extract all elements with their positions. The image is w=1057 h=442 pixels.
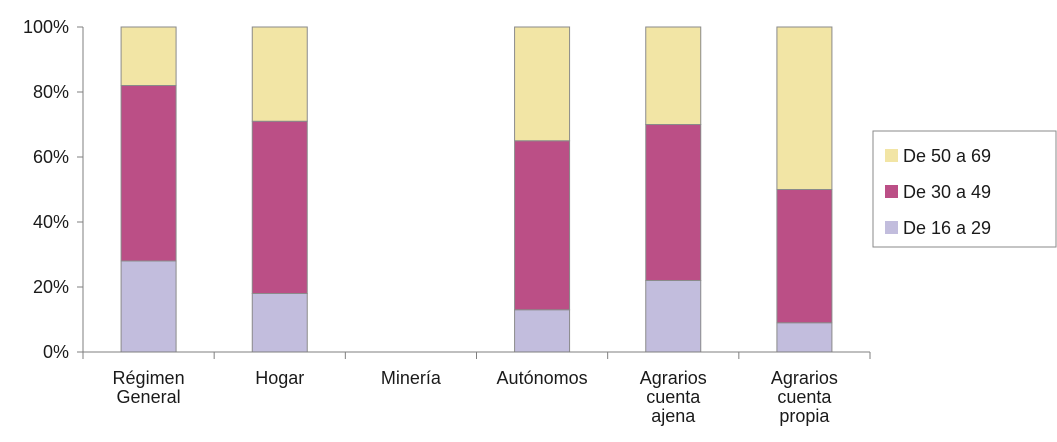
- bar-segment: [645, 26, 702, 125]
- bars-layer: [120, 26, 833, 353]
- legend-box: [872, 130, 1057, 248]
- y-tick-label: 60%: [33, 147, 69, 167]
- legend-swatch: [885, 185, 898, 198]
- legend-label: De 30 a 49: [903, 182, 991, 202]
- category-label: Minería: [381, 368, 442, 388]
- legend-swatch: [885, 149, 898, 162]
- bar-segment: [776, 26, 833, 190]
- bar-segment: [514, 26, 571, 142]
- axis-layer: 0% 20% 40% 60% 80% 100% Régimen General Hogar Min…: [23, 17, 871, 426]
- bar-segment: [514, 140, 571, 311]
- bar-segment: [120, 26, 177, 86]
- bar-segment: [251, 293, 308, 353]
- category-label: Agrarios cuenta propia: [771, 368, 838, 426]
- legend-label: De 16 a 29: [903, 218, 991, 238]
- y-tick-label: 100%: [23, 17, 69, 37]
- bar-segment: [120, 85, 177, 262]
- legend-label: De 50 a 69: [903, 146, 991, 166]
- bar-segment: [645, 280, 702, 353]
- legend: De 50 a 69 De 30 a 49 De 16 a 29: [872, 130, 1057, 248]
- bar-segment: [120, 260, 177, 353]
- y-tick-label: 20%: [33, 277, 69, 297]
- y-tick-label: 80%: [33, 82, 69, 102]
- y-tick-label: 40%: [33, 212, 69, 232]
- bar-segment: [776, 322, 833, 353]
- category-label: Agrarios cuenta ajena: [640, 368, 707, 426]
- category-label: Hogar: [255, 368, 304, 388]
- y-tick-label: 0%: [43, 342, 69, 362]
- bar-segment: [776, 189, 833, 324]
- category-label: Régimen General: [113, 368, 185, 407]
- legend-swatch: [885, 221, 898, 234]
- bar-segment: [645, 124, 702, 281]
- bar-segment: [251, 26, 308, 122]
- bar-segment: [251, 120, 308, 294]
- category-label: Autónomos: [497, 368, 588, 388]
- bar-segment: [514, 309, 571, 353]
